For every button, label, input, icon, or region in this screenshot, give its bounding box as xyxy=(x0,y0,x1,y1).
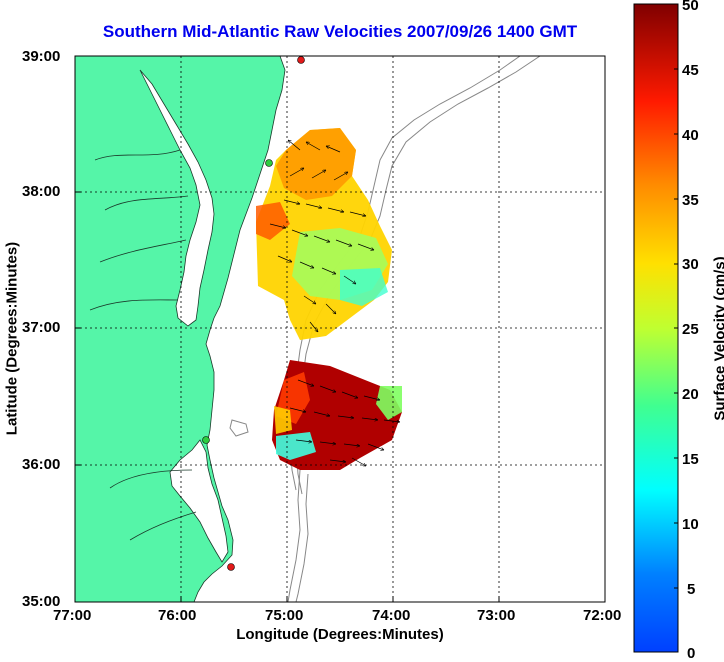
site-marker xyxy=(203,437,210,444)
bathymetry-contours xyxy=(230,56,540,602)
site-marker xyxy=(228,564,235,571)
site-marker xyxy=(298,57,305,64)
colorbar xyxy=(634,4,678,652)
site-marker xyxy=(266,160,273,167)
